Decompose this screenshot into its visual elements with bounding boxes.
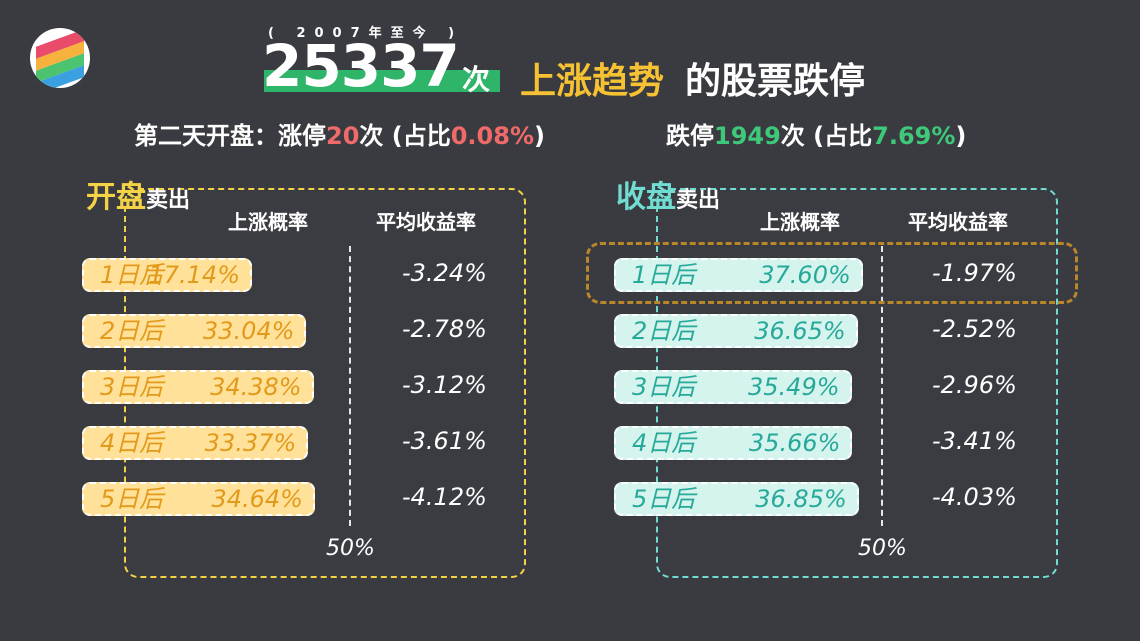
open-col-avg-return: 平均收益率 [376, 210, 476, 234]
headline-highlight: 上涨趋势 [520, 61, 665, 102]
open-row-4-label: 4日后 [100, 429, 164, 457]
open-row-5-up-prob: 34.64% [211, 485, 303, 513]
close-row-4-up-prob: 35.66% [748, 429, 841, 457]
close-sell-title: 收盘卖出 [616, 172, 720, 216]
close-row-1-label: 1日后 [632, 261, 696, 289]
close-row-3-up-prob: 35.49% [748, 373, 840, 401]
close-title-sub: 卖出 [676, 188, 721, 213]
close-row-3-avg-return: -2.96% [932, 371, 1017, 399]
close-row-5-up-prob-bar: 5日后 36.85% [614, 482, 859, 516]
open-title-sub: 卖出 [146, 188, 191, 213]
close-50-label: 50% [858, 536, 907, 561]
open-row-1-label: 1日后 [100, 261, 164, 289]
close-col-up-prob: 上涨概率 [760, 210, 840, 234]
close-row-4-label: 4日后 [632, 429, 696, 457]
sub-mid1: 次 (占比 [359, 122, 451, 150]
limit-down-prefix: 跌停 [666, 122, 714, 150]
limit-down-count: 1949 [714, 122, 781, 150]
close-row-2-label: 2日后 [632, 317, 696, 345]
open-row-5-up-prob-bar: 5日后 34.64% [82, 482, 315, 516]
sub-mid3: 次 (占比 [780, 122, 873, 150]
open-row-1-up-prob-bar: 1日后 17.14% [82, 258, 252, 292]
open-row-3-up-prob-bar: 3日后 34.38% [82, 370, 314, 404]
close-row-1-up-prob-bar: 1日后 37.60% [614, 258, 863, 292]
open-row-2-up-prob-bar: 2日后 33.04% [82, 314, 307, 348]
open-row-2-label: 2日后 [100, 317, 164, 345]
close-row-2-up-prob: 36.65% [754, 317, 846, 345]
close-row-4-avg-return: -3.41% [932, 427, 1017, 455]
best-row-highlight [586, 242, 1078, 304]
headline-rest: 的股票跌停 [685, 61, 866, 102]
sub-prefix: 第二天开盘：涨停 [134, 122, 326, 150]
close-row-3-up-prob-bar: 3日后 35.49% [614, 370, 852, 404]
subheading-limit-down: 跌停1949次 (占比7.69%) [666, 116, 966, 151]
close-row-5-up-prob: 36.85% [755, 485, 847, 513]
period-label: ( 2007年至今 ) [268, 26, 464, 41]
limit-down-pct: 7.69% [872, 122, 956, 150]
sub-mid2: ) [534, 122, 545, 150]
count-highlight-bar [264, 70, 500, 92]
open-title-main: 开盘 [86, 180, 146, 215]
open-row-4-up-prob-bar: 4日后 33.37% [82, 426, 309, 460]
limit-up-pct: 0.08% [450, 122, 534, 150]
open-row-4-avg-return: -3.61% [402, 427, 487, 455]
open-row-1-avg-return: -3.24% [402, 259, 487, 287]
open-50-reference-line [349, 246, 351, 526]
close-title-main: 收盘 [616, 180, 676, 215]
open-row-5-label: 5日后 [100, 485, 164, 513]
open-col-up-prob: 上涨概率 [228, 210, 308, 234]
close-row-5-avg-return: -4.03% [932, 483, 1017, 511]
count-unit: 次 [462, 63, 491, 96]
open-row-1-up-prob: 17.14% [148, 261, 240, 289]
close-row-1-avg-return: -1.97% [932, 259, 1017, 287]
open-sell-title: 开盘卖出 [86, 172, 190, 216]
close-row-5-label: 5日后 [632, 485, 696, 513]
close-row-3-label: 3日后 [632, 373, 696, 401]
open-row-2-up-prob: 33.04% [202, 317, 295, 345]
close-50-reference-line [881, 246, 883, 526]
limit-up-count: 20 [326, 122, 360, 150]
open-row-4-up-prob: 33.37% [204, 429, 297, 457]
close-row-2-up-prob-bar: 2日后 36.65% [614, 314, 858, 348]
close-col-avg-return: 平均收益率 [908, 210, 1008, 234]
open-row-3-label: 3日后 [100, 373, 164, 401]
close-row-2-avg-return: -2.52% [932, 315, 1017, 343]
subheading-limit-up: 第二天开盘：涨停20次 (占比0.08%) [134, 116, 545, 151]
open-row-2-avg-return: -2.78% [402, 315, 487, 343]
close-row-4-up-prob-bar: 4日后 35.66% [614, 426, 853, 460]
open-50-label: 50% [326, 536, 375, 561]
open-row-3-avg-return: -3.12% [402, 371, 487, 399]
sub-suffix: ) [955, 122, 967, 150]
open-row-3-up-prob: 34.38% [210, 373, 302, 401]
brand-logo-icon [30, 28, 90, 88]
close-row-1-up-prob: 37.60% [759, 261, 851, 289]
total-count: 25337 [262, 32, 460, 100]
open-row-5-avg-return: -4.12% [402, 483, 487, 511]
